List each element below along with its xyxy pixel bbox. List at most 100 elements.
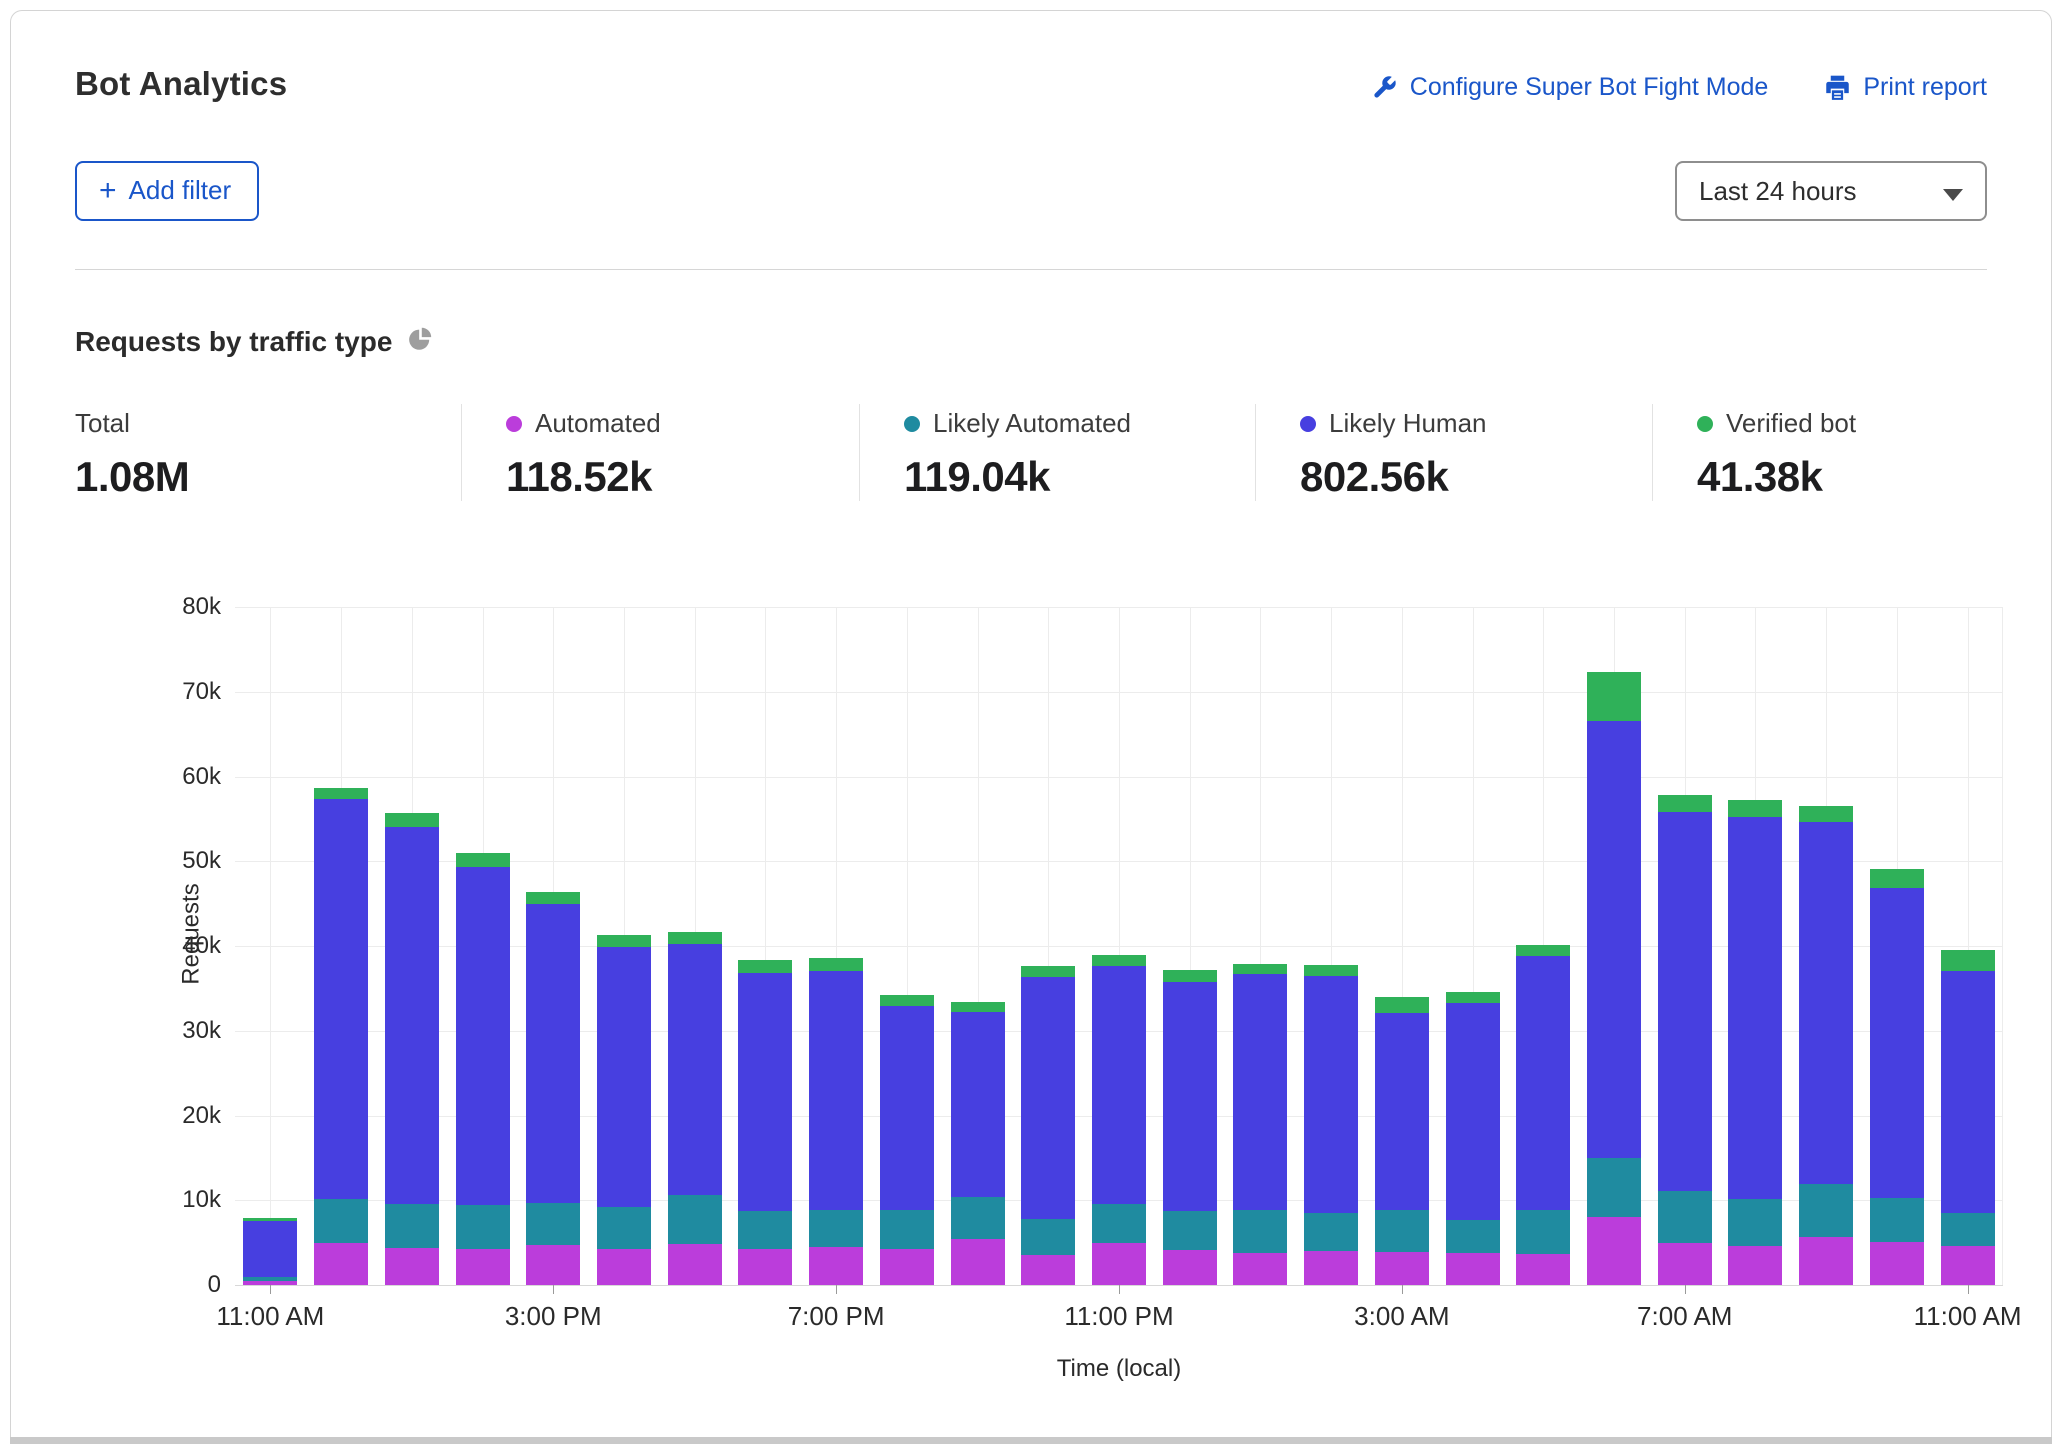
stacked-bar-hour-20[interactable] <box>1657 795 1712 1285</box>
bar-segment-likely-human[interactable] <box>455 867 510 1206</box>
bar-segment-automated[interactable] <box>667 1244 722 1285</box>
bar-segment-automated[interactable] <box>384 1247 439 1285</box>
bar-segment-likely-automated[interactable] <box>455 1205 510 1249</box>
bar-segment-verified-bot[interactable] <box>1445 991 1500 1003</box>
bar-segment-verified-bot[interactable] <box>1657 795 1712 813</box>
stacked-bar-hour-9[interactable] <box>879 995 934 1285</box>
bar-segment-automated[interactable] <box>809 1246 864 1285</box>
bar-segment-likely-automated[interactable] <box>1021 1218 1076 1255</box>
bar-segment-likely-automated[interactable] <box>738 1211 793 1250</box>
bar-segment-likely-human[interactable] <box>1657 812 1712 1191</box>
time-range-dropdown[interactable]: Last 24 hours <box>1675 161 1987 221</box>
stacked-bar-hour-0[interactable] <box>243 1218 298 1285</box>
stacked-bar-hour-23[interactable] <box>1869 868 1924 1285</box>
bar-segment-verified-bot[interactable] <box>526 891 581 904</box>
bar-segment-verified-bot[interactable] <box>1869 868 1924 888</box>
stacked-bar-hour-22[interactable] <box>1799 806 1854 1285</box>
bar-segment-likely-automated[interactable] <box>1162 1211 1217 1251</box>
bar-segment-automated[interactable] <box>879 1249 934 1285</box>
bar-segment-verified-bot[interactable] <box>667 931 722 945</box>
stacked-bar-hour-4[interactable] <box>526 891 581 1285</box>
bar-segment-automated[interactable] <box>738 1249 793 1285</box>
bar-segment-likely-human[interactable] <box>879 1006 934 1210</box>
bar-segment-automated[interactable] <box>1162 1250 1217 1285</box>
bar-segment-likely-human[interactable] <box>667 944 722 1196</box>
bar-segment-likely-human[interactable] <box>526 903 581 1203</box>
bar-segment-verified-bot[interactable] <box>1799 806 1854 823</box>
stacked-bar-hour-11[interactable] <box>1021 966 1076 1285</box>
bar-segment-likely-automated[interactable] <box>1869 1197 1924 1242</box>
bar-segment-automated[interactable] <box>243 1281 298 1285</box>
bar-segment-automated[interactable] <box>1728 1246 1783 1285</box>
bar-segment-verified-bot[interactable] <box>1587 672 1642 722</box>
bar-segment-likely-human[interactable] <box>384 826 439 1204</box>
bar-segment-automated[interactable] <box>455 1248 510 1285</box>
bar-segment-likely-human[interactable] <box>1374 1012 1429 1211</box>
bar-segment-verified-bot[interactable] <box>1728 800 1783 818</box>
bar-segment-likely-human[interactable] <box>1869 887 1924 1198</box>
bar-segment-verified-bot[interactable] <box>1304 964 1359 976</box>
add-filter-button[interactable]: + Add filter <box>75 161 260 221</box>
stacked-bar-hour-1[interactable] <box>314 788 369 1285</box>
bar-segment-likely-automated[interactable] <box>1587 1157 1642 1218</box>
bar-segment-likely-human[interactable] <box>596 946 651 1208</box>
bar-segment-verified-bot[interactable] <box>1021 966 1076 978</box>
stacked-bar-hour-13[interactable] <box>1162 969 1217 1285</box>
bar-segment-likely-automated[interactable] <box>526 1202 581 1246</box>
bar-segment-verified-bot[interactable] <box>1092 955 1146 966</box>
bar-segment-likely-automated[interactable] <box>1728 1198 1783 1247</box>
bar-segment-verified-bot[interactable] <box>314 788 369 800</box>
bar-segment-likely-automated[interactable] <box>950 1196 1005 1240</box>
bar-segment-likely-human[interactable] <box>243 1221 298 1278</box>
bar-segment-likely-human[interactable] <box>738 973 793 1212</box>
stacked-bar-hour-15[interactable] <box>1304 964 1359 1285</box>
bar-segment-likely-automated[interactable] <box>667 1195 722 1245</box>
stacked-bar-hour-6[interactable] <box>667 931 722 1285</box>
bar-segment-likely-human[interactable] <box>1233 973 1288 1210</box>
bar-segment-likely-human[interactable] <box>1728 817 1783 1199</box>
bar-segment-verified-bot[interactable] <box>384 812 439 827</box>
bar-segment-likely-human[interactable] <box>1092 965 1146 1204</box>
bar-segment-likely-human[interactable] <box>1587 721 1642 1158</box>
stacked-bar-hour-7[interactable] <box>738 959 793 1285</box>
bar-segment-automated[interactable] <box>1516 1253 1571 1285</box>
bar-segment-verified-bot[interactable] <box>1516 945 1571 957</box>
stacked-bar-hour-2[interactable] <box>384 812 439 1285</box>
stacked-bar-hour-24[interactable] <box>1940 950 1995 1285</box>
bar-segment-automated[interactable] <box>1869 1241 1924 1285</box>
bar-segment-verified-bot[interactable] <box>879 995 934 1007</box>
bar-segment-likely-automated[interactable] <box>1092 1203 1146 1244</box>
bar-segment-likely-human[interactable] <box>1940 971 1995 1213</box>
bar-segment-automated[interactable] <box>1799 1236 1854 1285</box>
bar-segment-automated[interactable] <box>950 1239 1005 1285</box>
bar-segment-automated[interactable] <box>1940 1246 1995 1285</box>
stacked-bar-hour-16[interactable] <box>1374 996 1429 1285</box>
stacked-bar-hour-12[interactable] <box>1092 955 1146 1285</box>
bar-segment-likely-human[interactable] <box>1799 822 1854 1185</box>
bar-segment-likely-human[interactable] <box>950 1012 1005 1197</box>
bar-segment-likely-automated[interactable] <box>596 1207 651 1249</box>
stacked-bar-hour-19[interactable] <box>1587 672 1642 1285</box>
bar-segment-verified-bot[interactable] <box>809 957 864 971</box>
bar-segment-verified-bot[interactable] <box>596 935 651 947</box>
bar-segment-likely-human[interactable] <box>809 970 864 1210</box>
bar-segment-likely-automated[interactable] <box>1445 1219 1500 1253</box>
bar-segment-verified-bot[interactable] <box>950 1001 1005 1013</box>
bar-segment-likely-automated[interactable] <box>1799 1184 1854 1237</box>
bar-segment-likely-automated[interactable] <box>1374 1210 1429 1252</box>
bar-segment-likely-automated[interactable] <box>1516 1209 1571 1254</box>
stacked-bar-hour-8[interactable] <box>809 957 864 1285</box>
stacked-bar-hour-18[interactable] <box>1516 945 1571 1285</box>
bar-segment-automated[interactable] <box>1233 1252 1288 1285</box>
bar-segment-likely-automated[interactable] <box>879 1209 934 1250</box>
bar-segment-verified-bot[interactable] <box>243 1218 298 1222</box>
bar-segment-likely-human[interactable] <box>314 799 369 1200</box>
bar-segment-verified-bot[interactable] <box>1374 996 1429 1013</box>
configure-super-bot-fight-mode-link[interactable]: Configure Super Bot Fight Mode <box>1371 73 1768 102</box>
bar-segment-likely-automated[interactable] <box>1657 1190 1712 1243</box>
bar-segment-likely-automated[interactable] <box>1233 1209 1288 1253</box>
bar-segment-verified-bot[interactable] <box>738 959 793 974</box>
bar-segment-likely-human[interactable] <box>1516 956 1571 1210</box>
stacked-bar-hour-5[interactable] <box>596 935 651 1285</box>
bar-segment-automated[interactable] <box>1445 1252 1500 1285</box>
